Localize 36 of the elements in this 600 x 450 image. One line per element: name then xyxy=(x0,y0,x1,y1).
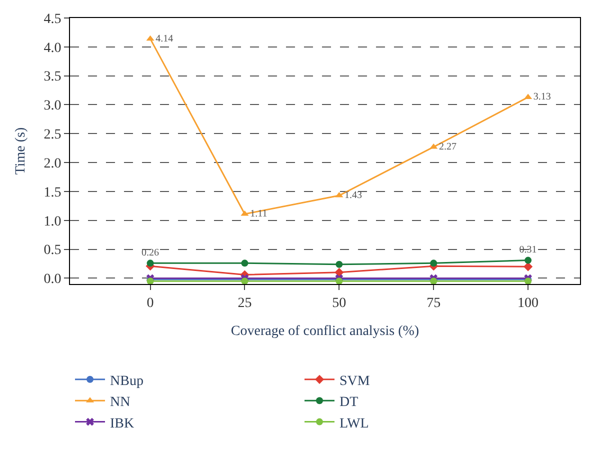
x-tick-label: 0 xyxy=(146,296,154,311)
point xyxy=(430,260,438,267)
data-label: 4.14 xyxy=(156,33,174,44)
point xyxy=(334,268,344,277)
y-tick-label: 0.5 xyxy=(44,243,62,258)
legend-label: DT xyxy=(340,395,359,410)
y-tick-label: 4.5 xyxy=(44,12,62,27)
y-tick-label: 1.0 xyxy=(44,214,62,230)
y-tick-label: 3.5 xyxy=(44,70,62,85)
point xyxy=(146,260,154,267)
x-axis-title: Coverage of conflict analysis (%) xyxy=(230,324,420,340)
data-label: 2.27 xyxy=(438,141,456,152)
point xyxy=(336,260,343,268)
legend-label: SVM xyxy=(340,374,370,389)
data-label: 3.13 xyxy=(533,92,551,103)
legend-label: IBK xyxy=(110,416,134,432)
y-tick-label: 2.0 xyxy=(44,156,62,172)
y-axis-title: Time (s) xyxy=(13,127,28,175)
legend-label: NBup xyxy=(110,374,144,389)
x-tick-label: 100 xyxy=(518,296,539,311)
point xyxy=(146,35,154,41)
x-tick-label: 50 xyxy=(332,296,346,311)
legend-label: NN xyxy=(110,395,130,410)
y-tick-label: 2.5 xyxy=(44,128,62,143)
y-tick-label: 1.5 xyxy=(44,185,62,200)
point xyxy=(524,256,532,264)
y-tick-label: 0.0 xyxy=(44,272,62,288)
data-label: 1.43 xyxy=(344,190,362,202)
point xyxy=(241,260,248,267)
point xyxy=(430,143,438,149)
x-tick-label: 25 xyxy=(238,296,252,311)
y-tick-label: 4.0 xyxy=(44,40,62,56)
data-label: 1.11 xyxy=(250,208,268,220)
y-tick-label: 3.0 xyxy=(44,98,62,114)
legend-label: LWL xyxy=(340,416,369,432)
x-tick-label: 75 xyxy=(426,296,441,311)
